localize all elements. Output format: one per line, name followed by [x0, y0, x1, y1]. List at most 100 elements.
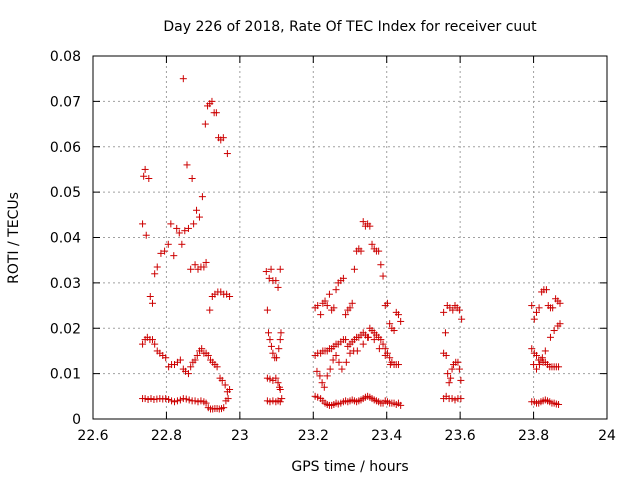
data-point	[194, 398, 202, 406]
data-point	[397, 401, 405, 409]
data-point	[346, 304, 354, 312]
data-point	[175, 229, 183, 237]
data-point	[193, 351, 201, 359]
data-point	[549, 304, 557, 312]
data-point	[444, 370, 452, 378]
data-point	[226, 292, 234, 300]
data-point	[318, 379, 326, 387]
data-point	[368, 240, 376, 248]
data-point	[317, 311, 325, 319]
data-point	[195, 213, 203, 221]
x-tick-label: 23.2	[298, 428, 329, 444]
data-point	[202, 399, 210, 407]
data-point	[188, 175, 196, 183]
data-point	[353, 347, 361, 355]
data-point	[187, 363, 195, 371]
data-point	[170, 252, 178, 260]
data-point	[191, 356, 199, 364]
data-point	[219, 134, 227, 142]
y-tick-label: 0.02	[50, 321, 81, 337]
data-point	[316, 372, 324, 380]
data-point	[457, 395, 465, 403]
data-point	[364, 333, 372, 341]
data-point	[394, 311, 402, 319]
y-tick-label: 0.06	[50, 140, 81, 156]
data-point	[338, 365, 346, 373]
data-point	[151, 340, 159, 348]
data-point	[142, 231, 150, 239]
data-point	[535, 361, 543, 369]
data-point	[390, 327, 398, 335]
data-point	[375, 247, 383, 255]
data-point	[221, 381, 229, 389]
x-tick-label: 23.8	[518, 428, 549, 444]
data-point	[171, 398, 179, 406]
x-tick-label: 22.6	[77, 428, 108, 444]
x-tick-label: 23.4	[371, 428, 402, 444]
data-point	[530, 361, 538, 369]
data-point	[346, 349, 354, 357]
data-point	[449, 306, 457, 314]
data-point	[455, 306, 463, 314]
data-point	[342, 336, 350, 344]
data-point	[187, 265, 195, 273]
data-point	[276, 386, 284, 394]
data-point	[326, 365, 334, 373]
data-point	[542, 286, 550, 294]
data-point	[535, 304, 543, 312]
data-point	[359, 218, 367, 226]
data-point	[451, 396, 459, 404]
data-point	[379, 272, 387, 280]
data-point	[265, 274, 273, 282]
data-point	[139, 220, 147, 228]
data-point	[556, 320, 564, 328]
data-point	[550, 327, 558, 335]
data-point	[277, 329, 285, 337]
data-point	[274, 283, 282, 291]
data-points	[139, 75, 564, 413]
data-point	[153, 263, 161, 271]
data-point	[530, 315, 538, 323]
data-point	[455, 365, 463, 373]
data-point	[325, 290, 333, 298]
data-point	[528, 302, 536, 310]
data-point	[555, 400, 563, 408]
y-tick-label: 0.03	[50, 276, 81, 292]
data-point	[190, 220, 198, 228]
data-point	[381, 345, 389, 353]
data-point	[146, 292, 154, 300]
data-point	[276, 265, 284, 273]
data-point	[313, 367, 321, 375]
data-point	[263, 306, 271, 314]
data-point	[332, 286, 340, 294]
data-point	[330, 304, 338, 312]
data-point	[185, 396, 193, 404]
data-point	[145, 175, 153, 183]
data-point	[267, 265, 275, 273]
grid-lines	[93, 56, 607, 419]
data-point	[528, 345, 536, 353]
data-point	[165, 395, 173, 403]
data-point	[202, 258, 210, 266]
data-point	[381, 351, 389, 359]
data-point	[179, 75, 187, 83]
data-point	[141, 395, 149, 403]
data-point	[266, 375, 274, 383]
x-axis-ticks: 22.6 22.8 23 23.2 23.4 23.6 23.8 24	[77, 56, 616, 444]
data-point	[320, 383, 328, 391]
data-point	[157, 249, 165, 257]
data-point	[139, 340, 147, 348]
data-point	[377, 261, 385, 269]
plot-border	[92, 55, 608, 420]
data-point	[168, 397, 176, 405]
data-point	[148, 299, 156, 307]
data-point	[275, 345, 283, 353]
data-point	[441, 329, 449, 337]
data-point	[375, 345, 383, 353]
data-point	[162, 395, 170, 403]
data-point	[212, 109, 220, 117]
data-point	[184, 370, 192, 378]
data-point	[442, 351, 450, 359]
data-point	[204, 351, 212, 359]
data-point	[386, 354, 394, 362]
